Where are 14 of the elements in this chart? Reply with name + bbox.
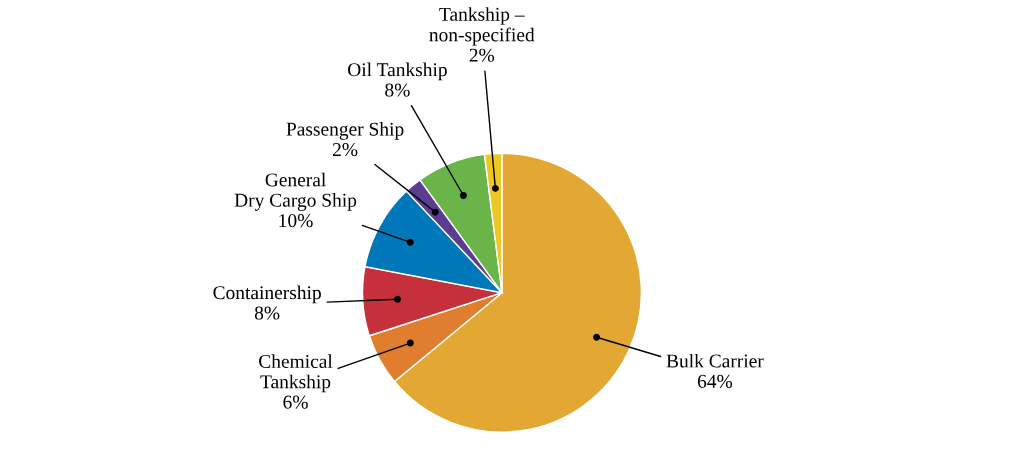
slice-label: Containership bbox=[213, 285, 321, 304]
slice-label: General Dry Cargo Ship bbox=[234, 172, 357, 211]
data-label: 64% bbox=[697, 374, 733, 388]
slice-label: Tankship – non-specified bbox=[429, 7, 535, 46]
slice-label: Chemical Tankship bbox=[259, 354, 333, 393]
slice-label: Oil Tankship bbox=[348, 62, 447, 81]
slice-label: Passenger Ship bbox=[286, 122, 404, 140]
data-label: 10% bbox=[279, 214, 313, 228]
slice-label: Bulk Carrier bbox=[666, 353, 764, 368]
data-label: 2% bbox=[332, 142, 358, 157]
data-label: 2% bbox=[469, 48, 495, 62]
data-label: 8% bbox=[385, 83, 410, 97]
data-label: 8% bbox=[254, 306, 280, 320]
data-label: 6% bbox=[283, 395, 308, 409]
